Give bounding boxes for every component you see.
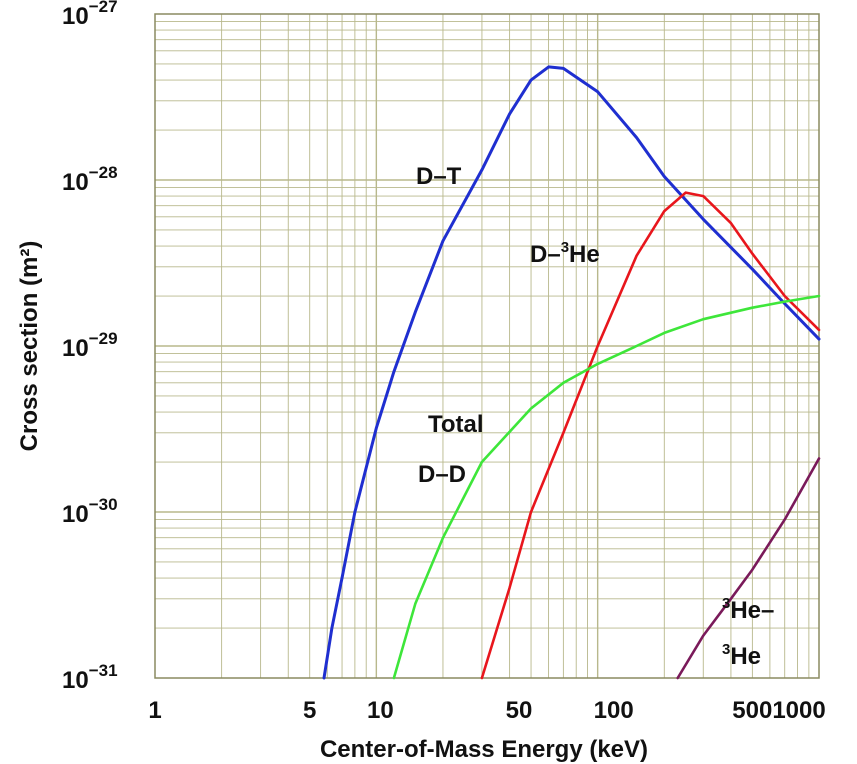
y-tick-label: 10−29 — [62, 329, 118, 362]
y-tick-label: 10−28 — [62, 163, 118, 196]
curve-label-he3a: 3He– — [722, 595, 774, 624]
x-tick-labels: 1 5 10 50 100 5001000 — [148, 697, 825, 724]
plot-frame — [154, 13, 820, 679]
series-group — [322, 65, 821, 680]
curve-label-he3b: 3He — [722, 641, 761, 670]
curve-labels: D–T D–3He Total D–D 3He– 3He — [416, 163, 774, 670]
grid — [155, 14, 819, 678]
series-line-1 — [480, 191, 821, 680]
x-axis-title: Center-of-Mass Energy (keV) — [320, 736, 648, 763]
curve-label-dd1: Total — [428, 411, 484, 438]
curve-label-dd2: D–D — [418, 461, 466, 488]
y-tick-labels: 10−27 10−28 10−29 10−30 10−31 — [62, 0, 118, 694]
curve-label-dhe3: D–3He — [530, 239, 600, 268]
curve-label-dt: D–T — [416, 163, 462, 190]
x-tick-label: 1 — [148, 697, 161, 724]
y-axis-title: Cross section (m²) — [16, 241, 43, 452]
x-tick-label: 100 — [594, 697, 634, 724]
x-tick-label: 50 — [506, 697, 533, 724]
y-tick-label: 10−30 — [62, 495, 118, 528]
series-line-0 — [322, 65, 821, 680]
x-tick-label: 5 — [303, 697, 316, 724]
x-tick-label: 10 — [367, 697, 394, 724]
x-tick-label: 5001000 — [732, 697, 825, 724]
y-tick-label: 10−31 — [62, 661, 118, 694]
y-tick-label: 10−27 — [62, 0, 118, 30]
series-line-2 — [392, 294, 821, 680]
series-line-3 — [676, 457, 821, 680]
